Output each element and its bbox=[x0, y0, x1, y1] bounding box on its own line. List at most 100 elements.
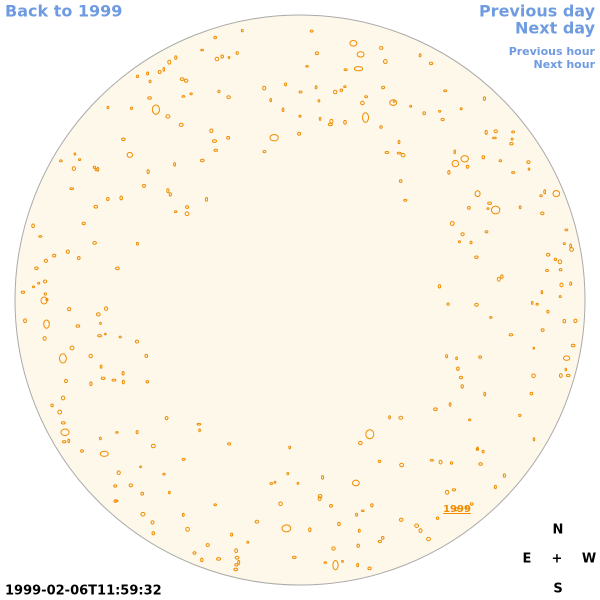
contour bbox=[126, 151, 134, 158]
contour bbox=[379, 125, 383, 129]
back-link[interactable]: Back to 1999 bbox=[5, 2, 122, 21]
contour bbox=[281, 107, 285, 113]
next-day-link[interactable]: Next day bbox=[515, 19, 596, 38]
contour bbox=[400, 153, 406, 158]
contour bbox=[565, 373, 571, 378]
contour bbox=[365, 429, 375, 440]
contour bbox=[453, 507, 459, 512]
contour bbox=[292, 555, 297, 560]
contour bbox=[181, 512, 185, 517]
contour bbox=[398, 415, 404, 420]
contour bbox=[262, 150, 267, 154]
contour bbox=[458, 375, 464, 380]
contour bbox=[562, 242, 566, 246]
next-hour-link[interactable]: Next hour bbox=[534, 58, 596, 71]
contour bbox=[64, 378, 68, 384]
contour bbox=[540, 328, 545, 332]
contour bbox=[451, 488, 457, 492]
contour bbox=[296, 481, 300, 485]
contour bbox=[166, 188, 170, 194]
contour bbox=[178, 122, 184, 127]
contour bbox=[562, 319, 567, 324]
contour bbox=[135, 430, 139, 435]
contour bbox=[546, 309, 550, 314]
contour bbox=[96, 312, 101, 317]
contour bbox=[60, 395, 66, 401]
contour bbox=[67, 307, 72, 312]
contour bbox=[492, 136, 497, 140]
contour bbox=[337, 521, 341, 527]
contour bbox=[449, 221, 455, 226]
contour bbox=[77, 256, 81, 260]
contour bbox=[360, 509, 365, 513]
contour bbox=[343, 68, 348, 71]
contour bbox=[278, 501, 283, 507]
contour bbox=[483, 391, 487, 397]
contour bbox=[357, 528, 361, 533]
contour bbox=[558, 268, 563, 272]
contour bbox=[569, 281, 573, 286]
previous-hour-link[interactable]: Previous hour bbox=[509, 45, 596, 58]
contour bbox=[317, 496, 322, 502]
contour bbox=[286, 472, 290, 476]
contour bbox=[360, 100, 365, 106]
contour bbox=[226, 95, 231, 100]
contour bbox=[535, 302, 539, 306]
contour bbox=[227, 56, 231, 59]
contour bbox=[174, 210, 178, 214]
contour bbox=[189, 92, 193, 96]
contour bbox=[92, 241, 97, 245]
contour bbox=[23, 318, 27, 324]
contour bbox=[511, 171, 516, 174]
contour bbox=[399, 462, 405, 468]
previous-day-link[interactable]: Previous day bbox=[479, 2, 596, 21]
contour bbox=[205, 543, 210, 548]
contour bbox=[353, 66, 364, 72]
contour bbox=[235, 51, 239, 55]
contour bbox=[288, 445, 292, 450]
contour bbox=[553, 257, 558, 262]
contour bbox=[151, 531, 156, 536]
contour bbox=[214, 56, 220, 62]
contour bbox=[59, 353, 67, 364]
contour bbox=[281, 524, 292, 533]
contour bbox=[464, 505, 468, 510]
contour bbox=[209, 128, 214, 134]
contour bbox=[237, 559, 241, 565]
contour bbox=[478, 462, 483, 466]
contour bbox=[364, 95, 369, 99]
contour bbox=[59, 159, 63, 163]
contour bbox=[61, 440, 67, 444]
contour bbox=[543, 189, 547, 195]
contour bbox=[213, 148, 219, 152]
contour bbox=[487, 201, 493, 205]
contour bbox=[474, 255, 479, 259]
contour bbox=[558, 373, 563, 378]
contour bbox=[500, 274, 504, 279]
contour bbox=[147, 96, 152, 100]
contour bbox=[569, 247, 574, 252]
contour bbox=[213, 35, 217, 40]
contour bbox=[45, 298, 49, 302]
contour bbox=[481, 155, 486, 160]
contour bbox=[396, 151, 402, 155]
contour bbox=[196, 422, 202, 426]
contour bbox=[465, 164, 470, 169]
contour bbox=[381, 85, 386, 90]
contour bbox=[388, 415, 391, 420]
region-label[interactable]: 1999 bbox=[443, 504, 471, 515]
contour bbox=[121, 371, 125, 376]
contour bbox=[559, 282, 564, 288]
contour bbox=[96, 166, 100, 172]
contour bbox=[20, 290, 26, 294]
contour bbox=[67, 438, 71, 444]
contour bbox=[437, 284, 442, 289]
contour bbox=[38, 235, 43, 238]
contour bbox=[398, 517, 404, 522]
contour bbox=[75, 324, 81, 328]
contour bbox=[573, 318, 578, 323]
contour bbox=[332, 560, 339, 571]
contour bbox=[317, 494, 323, 499]
contour bbox=[168, 490, 171, 495]
